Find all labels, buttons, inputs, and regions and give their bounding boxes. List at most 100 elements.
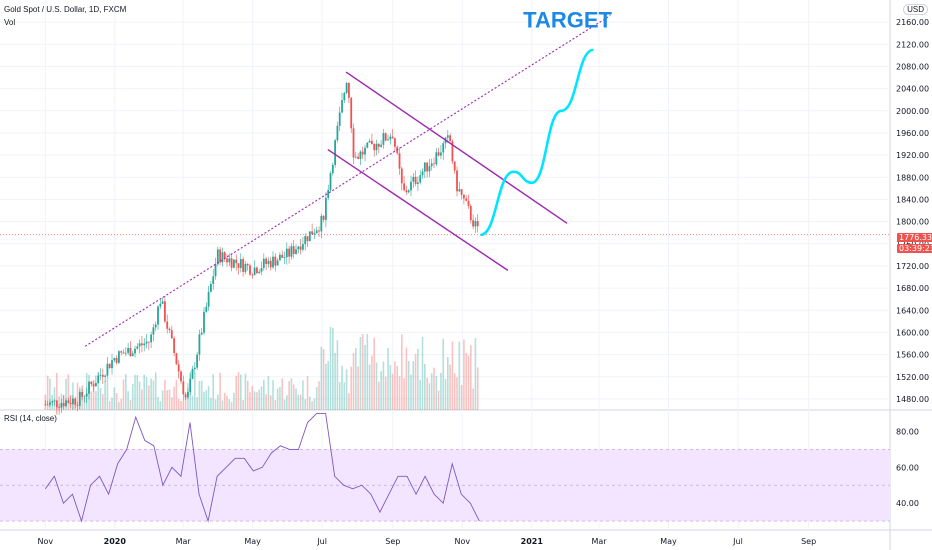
volume-bar: [56, 372, 58, 410]
currency-badge[interactable]: USD: [903, 4, 928, 15]
volume-bar: [299, 394, 302, 410]
candle-body: [157, 306, 159, 325]
candle-body: [359, 151, 362, 159]
candle-body: [226, 258, 228, 263]
volume-bar: [444, 378, 447, 410]
candle-body: [219, 249, 222, 263]
volume-bar: [49, 378, 51, 410]
volume-bar: [407, 360, 410, 410]
candle-body: [161, 301, 164, 304]
price-badge: 1776.33: [897, 233, 932, 242]
candle-body: [193, 367, 196, 370]
volume-bar: [281, 378, 284, 410]
candle-body: [331, 164, 334, 174]
candle-body: [428, 166, 431, 172]
candle-body: [279, 254, 281, 261]
volume-bar: [175, 379, 178, 410]
volume-bar: [419, 380, 422, 410]
volume-bar: [214, 399, 217, 410]
volume-bar: [442, 338, 445, 410]
volume-bar: [143, 374, 146, 410]
candle-body: [95, 382, 97, 387]
candle-body: [244, 263, 247, 272]
symbol-title: Gold Spot / U.S. Dollar, 1D, FXCM: [4, 5, 127, 14]
candle-body: [228, 258, 231, 263]
volume-bar: [382, 361, 385, 410]
candle-body: [49, 402, 51, 405]
candle-body: [67, 400, 70, 403]
x-tick-label: 2021: [521, 537, 544, 546]
candle-body: [99, 374, 102, 376]
x-tick-label: May: [660, 537, 677, 546]
volume-bar: [263, 379, 265, 410]
volume-bar: [398, 376, 401, 410]
candle-body: [382, 133, 385, 145]
candle-body: [318, 230, 320, 232]
candle-body: [267, 260, 270, 264]
volume-bar: [182, 401, 185, 410]
candle-body: [361, 151, 364, 155]
volume-bar: [226, 395, 228, 410]
volume-bar: [58, 396, 60, 410]
volume-bar: [148, 385, 150, 410]
volume-bar: [401, 334, 403, 410]
volume-bar: [447, 357, 449, 410]
volume-bar: [440, 372, 442, 410]
candle-body: [69, 402, 72, 405]
candle-body: [391, 136, 394, 139]
candle-body: [198, 334, 201, 355]
volume-bar: [345, 369, 348, 410]
candle-body: [295, 249, 297, 255]
volume-bar: [470, 345, 472, 410]
candle-body: [221, 252, 224, 263]
volume-bar: [417, 348, 419, 410]
volume-bar: [180, 401, 182, 410]
candle-body: [306, 236, 309, 242]
volume-bar: [164, 379, 166, 410]
candle-body: [184, 394, 187, 398]
candle-body: [341, 100, 343, 113]
volume-bar: [322, 348, 325, 410]
volume-bar: [426, 377, 428, 410]
rising-trendline: [84, 15, 611, 347]
candle-body: [74, 398, 77, 405]
rsi-label: RSI (14, close): [4, 414, 57, 423]
candle-body: [394, 138, 396, 147]
volume-bar: [334, 352, 336, 410]
x-tick-label: Mar: [591, 537, 607, 546]
volume-bar: [428, 383, 431, 410]
candle-body: [426, 162, 429, 172]
candle-body: [403, 183, 406, 191]
volume-bar: [161, 390, 164, 410]
candle-body: [212, 276, 215, 284]
candle-body: [175, 353, 178, 365]
candle-body: [104, 375, 107, 377]
volume-bar: [191, 395, 194, 410]
volume-bar: [168, 389, 171, 410]
candle-body: [433, 163, 435, 165]
candle-body: [260, 267, 263, 272]
volume-bar: [359, 336, 362, 410]
candle-body: [145, 341, 148, 344]
volume-bar: [196, 397, 198, 410]
candle-body: [366, 142, 369, 148]
candle-body: [288, 248, 291, 257]
candle-body: [72, 398, 74, 405]
volume-bar: [474, 338, 477, 410]
volume-bar: [260, 386, 263, 410]
volume-bar: [421, 337, 424, 410]
candle-body: [437, 152, 440, 156]
candle-body: [216, 249, 219, 265]
volume-bar: [53, 387, 56, 410]
y-tick-label: 1840.00: [896, 195, 929, 204]
candle-body: [458, 189, 461, 192]
candle-body: [122, 352, 125, 354]
candle-body: [230, 258, 233, 268]
candle-body: [159, 303, 162, 307]
candle-body: [285, 248, 288, 258]
candle-body: [405, 190, 408, 193]
volume-bar: [200, 380, 203, 410]
candle-body: [106, 363, 109, 376]
candle-body: [253, 267, 256, 275]
